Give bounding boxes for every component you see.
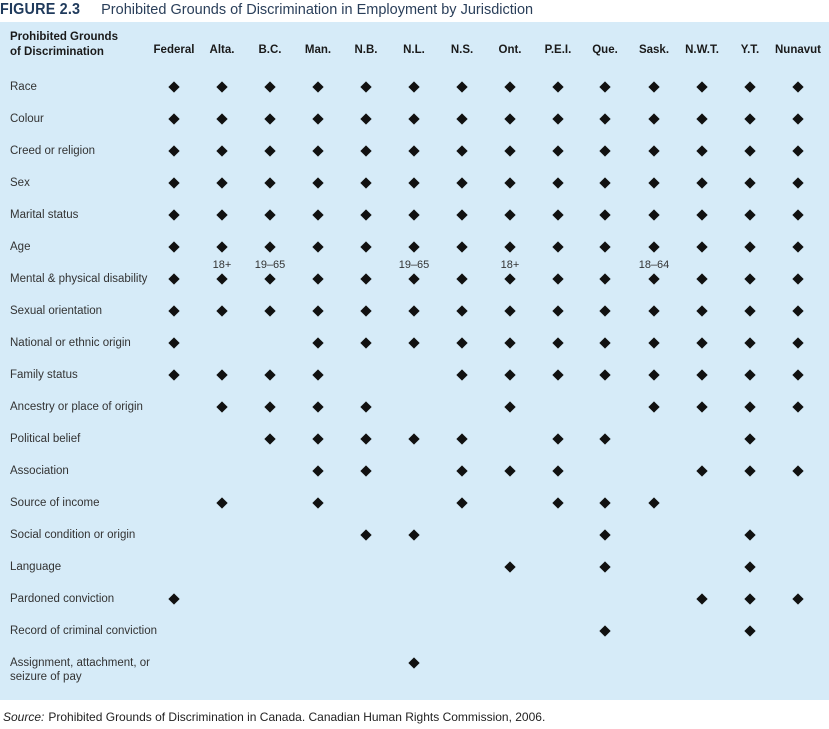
column-header: P.E.I. (544, 44, 572, 56)
column-header: Ont. (498, 44, 522, 56)
column-header: Y.T. (740, 44, 760, 56)
column-header: Nunavut (775, 44, 821, 56)
row-label: National or ethnic origin (10, 337, 131, 349)
row-label: Social condition or origin (10, 529, 136, 541)
column-header: N.B. (354, 44, 378, 56)
figure-label: FIGURE 2.3 (0, 1, 81, 18)
column-header: N.S. (450, 44, 474, 56)
age-range-note: 18+ (500, 259, 520, 271)
table-panel (0, 22, 829, 700)
ground-column-header: Prohibited Grounds of Discrimination (10, 30, 150, 60)
row-label: Family status (10, 369, 78, 381)
column-header: Sask. (638, 44, 670, 56)
source-note: Source: Prohibited Grounds of Discriminat… (3, 710, 545, 724)
column-header: N.L. (403, 44, 425, 56)
row-label: Sex (10, 177, 30, 189)
source-label: Source: (3, 710, 45, 724)
ground-header-line1: Prohibited Grounds (10, 31, 118, 43)
row-label: Marital status (10, 209, 79, 221)
ground-header-line2: of Discrimination (10, 46, 104, 58)
age-range-note: 18–64 (638, 259, 670, 271)
row-label: Mental & physical disability (10, 273, 148, 285)
row-label: Race (10, 81, 37, 93)
figure-title-bar: FIGURE 2.3 Prohibited Grounds of Discrim… (0, 0, 829, 20)
column-header: N.W.T. (685, 44, 719, 56)
row-label: Creed or religion (10, 145, 96, 157)
age-range-note: 19–65 (398, 259, 430, 271)
column-header: Alta. (209, 44, 235, 56)
row-label: Sexual orientation (10, 305, 103, 317)
column-header: B.C. (258, 44, 282, 56)
row-label: Colour (10, 113, 44, 125)
row-label: Political belief (10, 433, 81, 445)
row-label: Association (10, 465, 69, 477)
age-range-note: 19–65 (254, 259, 286, 271)
row-label: Source of income (10, 497, 100, 509)
column-header: Que. (592, 44, 618, 56)
row-label: Assignment, attachment, or seizure of pa… (10, 657, 150, 683)
source-text: Prohibited Grounds of Discrimination in … (48, 710, 546, 724)
row-label: Pardoned conviction (10, 593, 115, 605)
figure-title: Prohibited Grounds of Discrimination in … (101, 2, 534, 18)
column-header: Man. (304, 44, 332, 56)
row-label: Age (10, 241, 31, 253)
row-label: Record of criminal conviction (10, 625, 158, 637)
age-range-note: 18+ (212, 259, 232, 271)
row-label: Ancestry or place of origin (10, 401, 143, 413)
row-label: Language (10, 561, 62, 573)
column-header: Federal (153, 44, 195, 56)
